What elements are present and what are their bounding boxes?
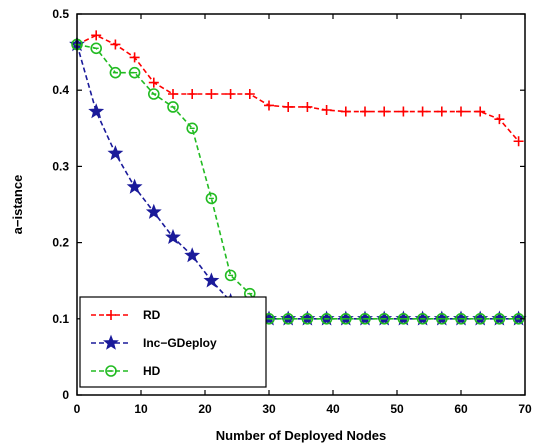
data-point — [109, 66, 122, 79]
data-point — [88, 103, 105, 119]
x-tick-label: 40 — [326, 402, 340, 416]
data-point — [340, 106, 351, 117]
x-tick-label: 60 — [454, 402, 468, 416]
x-tick-label: 20 — [198, 402, 212, 416]
series-layer — [69, 30, 527, 326]
data-point — [148, 88, 160, 100]
data-point — [282, 312, 295, 325]
data-point — [493, 312, 506, 325]
data-point — [475, 106, 486, 117]
data-point — [378, 312, 391, 325]
data-point — [90, 42, 102, 55]
y-axis-label: a−istance — [10, 175, 25, 235]
y-tick-label: 0.4 — [52, 83, 69, 97]
plot-frame — [76, 13, 526, 396]
series-line — [76, 34, 520, 142]
data-point — [184, 247, 201, 263]
legend-label: Inc−GDeploy — [143, 336, 217, 350]
legend-label: HD — [143, 364, 161, 378]
legend-item: HD — [91, 364, 161, 378]
data-point — [244, 89, 255, 100]
series-star — [69, 36, 527, 326]
x-tick-label: 30 — [262, 402, 276, 416]
data-point — [187, 89, 198, 100]
series-line — [76, 44, 519, 320]
data-point — [397, 312, 410, 325]
y-tick-label: 0.3 — [52, 159, 69, 173]
data-point — [148, 77, 159, 88]
ticks-layer: 0 10 20 30 40 50 60 70 0 0.1 0.2 0.3 0.4 0.5 — [52, 7, 532, 416]
data-point — [301, 312, 314, 325]
data-point — [186, 122, 198, 135]
x-tick-label: 50 — [390, 402, 404, 416]
data-point — [167, 101, 179, 113]
x-tick-label: 10 — [134, 402, 148, 416]
series-line — [76, 43, 519, 320]
data-point — [264, 100, 274, 111]
data-point — [398, 106, 409, 117]
data-point — [107, 145, 124, 161]
x-tick-label: 70 — [518, 402, 532, 416]
series-circle — [71, 38, 525, 325]
y-tick-label: 0.1 — [52, 312, 69, 326]
data-point — [474, 312, 487, 325]
data-point — [299, 310, 316, 326]
data-point — [433, 310, 450, 326]
data-point — [435, 312, 448, 325]
legend-item: RD — [91, 308, 161, 322]
data-point — [359, 312, 371, 325]
data-point — [416, 312, 429, 325]
data-point — [302, 101, 313, 112]
data-point — [320, 312, 333, 325]
legend-entries: RD Inc−GDeploy HD — [91, 308, 217, 378]
legend-label: RD — [143, 308, 161, 322]
legend: RD Inc−GDeploy HD — [79, 296, 267, 388]
data-point — [205, 192, 218, 205]
data-point — [379, 106, 390, 117]
y-tick-label: 0.2 — [52, 236, 69, 250]
data-point — [395, 310, 412, 326]
data-point — [283, 101, 294, 112]
data-point — [129, 52, 140, 63]
x-axis-label: Number of Deployed Nodes — [216, 428, 386, 443]
data-point — [494, 114, 505, 125]
data-point — [225, 89, 236, 100]
data-point — [456, 106, 466, 117]
legend-marker — [105, 365, 117, 377]
data-point — [165, 228, 181, 245]
data-point — [513, 136, 524, 147]
data-point — [360, 106, 370, 117]
data-point — [339, 312, 352, 325]
legend-marker — [106, 310, 116, 320]
data-point — [206, 89, 217, 100]
legend-marker — [103, 334, 119, 350]
data-point — [321, 105, 332, 116]
legend-item: Inc−GDeploy — [91, 334, 217, 350]
data-point — [126, 178, 143, 194]
data-point — [145, 203, 162, 219]
data-point — [224, 269, 237, 282]
data-point — [455, 312, 467, 325]
x-tick-label: 0 — [74, 402, 81, 416]
data-point — [168, 89, 178, 100]
data-point — [128, 66, 141, 79]
data-point — [337, 310, 354, 326]
data-point — [91, 30, 102, 41]
y-tick-label: 0.5 — [52, 7, 69, 21]
data-point — [436, 106, 447, 117]
data-point — [110, 39, 121, 50]
data-point — [417, 106, 428, 117]
data-point — [203, 272, 220, 288]
y-tick-label: 0 — [62, 388, 69, 402]
series-plus — [72, 30, 524, 147]
data-point — [491, 310, 508, 326]
